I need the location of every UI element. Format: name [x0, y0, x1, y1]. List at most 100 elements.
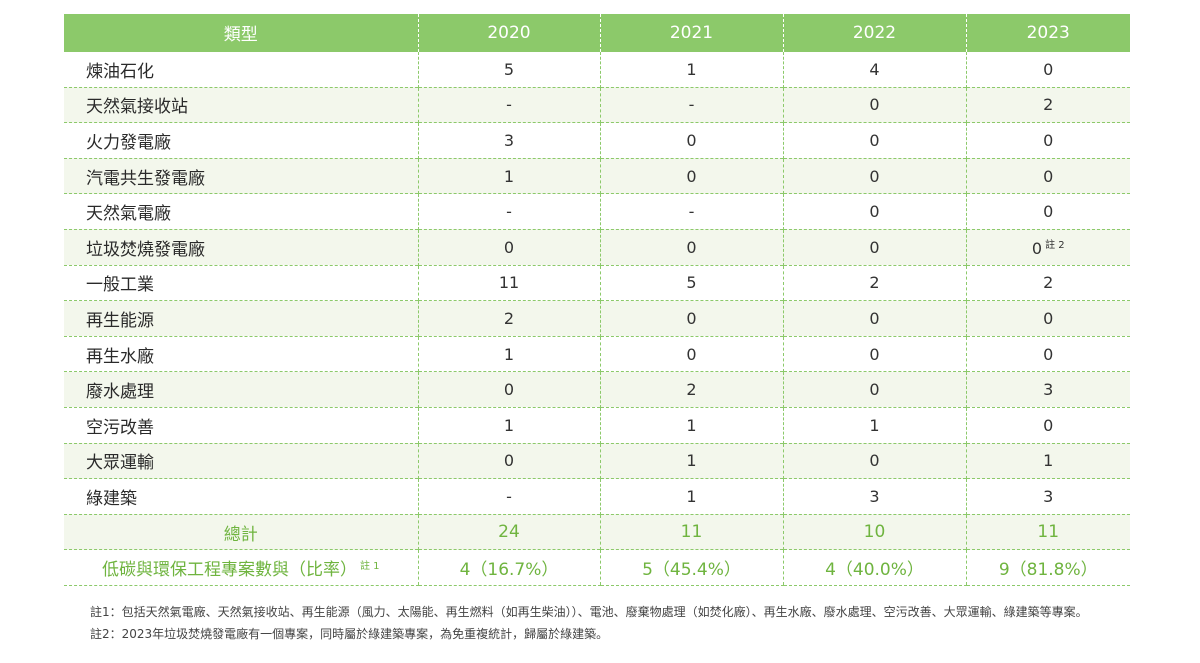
row-label: 煉油石化 — [64, 51, 418, 88]
cell-value: 3 — [782, 478, 966, 515]
cell-value: 3 — [965, 478, 1130, 515]
table-row: 天然氣接收站 - - 0 2 — [64, 86, 1130, 123]
row-label: 汽電共生發電廠 — [64, 157, 418, 194]
cell-value: 0 — [599, 335, 783, 372]
cell-value: 0 — [782, 122, 966, 159]
cell-value: 0 — [782, 228, 966, 266]
header-year-2020: 2020 — [417, 14, 600, 52]
cell-value: 2 — [965, 264, 1130, 301]
header-year-2021: 2021 — [599, 14, 783, 52]
note-1-reference: 註 1 — [359, 561, 380, 573]
footnote-2: 註2：2023年垃圾焚燒發電廠有一個專案，同時屬於綠建築專案，為免重複統計，歸屬… — [90, 627, 609, 641]
cell-value: 2 — [965, 86, 1130, 123]
cell-value: 0 — [965, 157, 1130, 194]
total-row: 總計 24 11 10 11 — [64, 513, 1130, 550]
row-label: 空污改善 — [64, 406, 418, 444]
cell-value: 1 — [599, 51, 783, 88]
cell-value: 1 — [782, 406, 966, 444]
footnote-1: 註1：包括天然氣電廠、天然氣接收站、再生能源（風力、太陽能、再生燃料（如再生柴油… — [90, 605, 1088, 619]
cell-value: 0 — [782, 300, 966, 337]
low-carbon-value: 5（45.4%） — [599, 549, 783, 586]
header-year-2022: 2022 — [782, 14, 966, 52]
cell-value: 0 — [599, 300, 783, 337]
cell-value: 2 — [417, 300, 600, 337]
note-2-reference: 註 2 — [1045, 240, 1065, 252]
row-label: 廢水處理 — [64, 371, 418, 408]
table-row: 再生能源 2 0 0 0 — [64, 300, 1130, 337]
total-value: 10 — [782, 513, 966, 550]
cell-value: 2 — [599, 371, 783, 408]
footnotes: 註1：包括天然氣電廠、天然氣接收站、再生能源（風力、太陽能、再生燃料（如再生柴油… — [90, 601, 1088, 645]
table-row: 煉油石化 5 1 4 0 — [64, 51, 1130, 88]
low-carbon-value: 4（40.0%） — [782, 549, 966, 586]
total-label: 總計 — [64, 513, 418, 550]
low-carbon-label: 低碳與環保工程專案數與（比率） — [101, 560, 357, 581]
table-row: 天然氣電廠 - - 0 0 — [64, 193, 1130, 230]
cell-value: - — [599, 86, 783, 123]
table-row: 再生水廠 1 0 0 0 — [64, 335, 1130, 372]
cell-value: 5 — [599, 264, 783, 301]
table-row: 火力發電廠 3 0 0 0 — [64, 122, 1130, 159]
cell-value: 0 — [417, 228, 600, 266]
table-row: 綠建築 - 1 3 3 — [64, 478, 1130, 515]
low-carbon-row: 低碳與環保工程專案數與（比率）註 1 4（16.7%） 5（45.4%） 4（4… — [64, 549, 1130, 586]
cell-value: 1 — [417, 335, 600, 372]
cell-value: - — [417, 86, 600, 123]
low-carbon-value: 9（81.8%） — [965, 549, 1130, 586]
row-label: 再生水廠 — [64, 335, 418, 372]
cell-value: 0 — [782, 193, 966, 230]
cell-value: 0 — [417, 442, 600, 479]
cell-value: 0 — [599, 122, 783, 159]
cell-value: 0 — [782, 157, 966, 194]
cell-value: 1 — [599, 442, 783, 479]
cell-value: 0 — [782, 86, 966, 123]
header-type: 類型 — [64, 14, 418, 52]
cell-value: 3 — [965, 371, 1130, 408]
cell-value: 5 — [417, 51, 600, 88]
row-label: 垃圾焚燒發電廠 — [64, 228, 418, 266]
cell-value: 0 — [782, 442, 966, 479]
cell-value: 2 — [782, 264, 966, 301]
cell-value: 0 — [965, 300, 1130, 337]
table-row: 一般工業 11 5 2 2 — [64, 264, 1130, 301]
cell-value: 0 — [599, 228, 783, 266]
cell-value: 1 — [599, 406, 783, 444]
project-table-container: 類型 2020 2021 2022 2023 煉油石化 5 1 4 0 天然氣接… — [64, 14, 1130, 586]
cell-value: 3 — [417, 122, 600, 159]
cell-value: 1 — [599, 478, 783, 515]
table-row: 大眾運輸 0 1 0 1 — [64, 442, 1130, 479]
cell-value: 0 — [782, 335, 966, 372]
cell-value: - — [599, 193, 783, 230]
row-label: 綠建築 — [64, 478, 418, 515]
low-carbon-value: 4（16.7%） — [417, 549, 600, 586]
cell-value: 1 — [965, 442, 1130, 479]
cell-value: 1 — [417, 406, 600, 444]
low-carbon-label-cell: 低碳與環保工程專案數與（比率）註 1 — [64, 549, 418, 586]
cell-value: 4 — [782, 51, 966, 88]
cell-value: 0 — [965, 193, 1130, 230]
cell-value: 0 — [417, 371, 600, 408]
total-value: 11 — [599, 513, 783, 550]
row-label: 大眾運輸 — [64, 442, 418, 479]
table-row: 汽電共生發電廠 1 0 0 0 — [64, 157, 1130, 194]
table-row: 空污改善 1 1 1 0 — [64, 406, 1130, 444]
header-row: 類型 2020 2021 2022 2023 — [64, 14, 1130, 52]
row-label: 火力發電廠 — [64, 122, 418, 159]
row-label: 天然氣接收站 — [64, 86, 418, 123]
cell-value: 0 — [965, 51, 1130, 88]
cell-value: 1 — [417, 157, 600, 194]
cell-value: 0 — [782, 371, 966, 408]
row-label: 一般工業 — [64, 264, 418, 301]
project-count-table: 類型 2020 2021 2022 2023 煉油石化 5 1 4 0 天然氣接… — [64, 14, 1130, 586]
total-value: 24 — [417, 513, 600, 550]
cell-value: 0 — [1031, 239, 1043, 259]
cell-value: 0 — [599, 157, 783, 194]
cell-value: 11 — [417, 264, 600, 301]
table-row: 廢水處理 0 2 0 3 — [64, 371, 1130, 408]
row-label: 再生能源 — [64, 300, 418, 337]
header-year-2023: 2023 — [965, 14, 1130, 52]
cell-value: 0 — [965, 335, 1130, 372]
cell-value: - — [417, 193, 600, 230]
